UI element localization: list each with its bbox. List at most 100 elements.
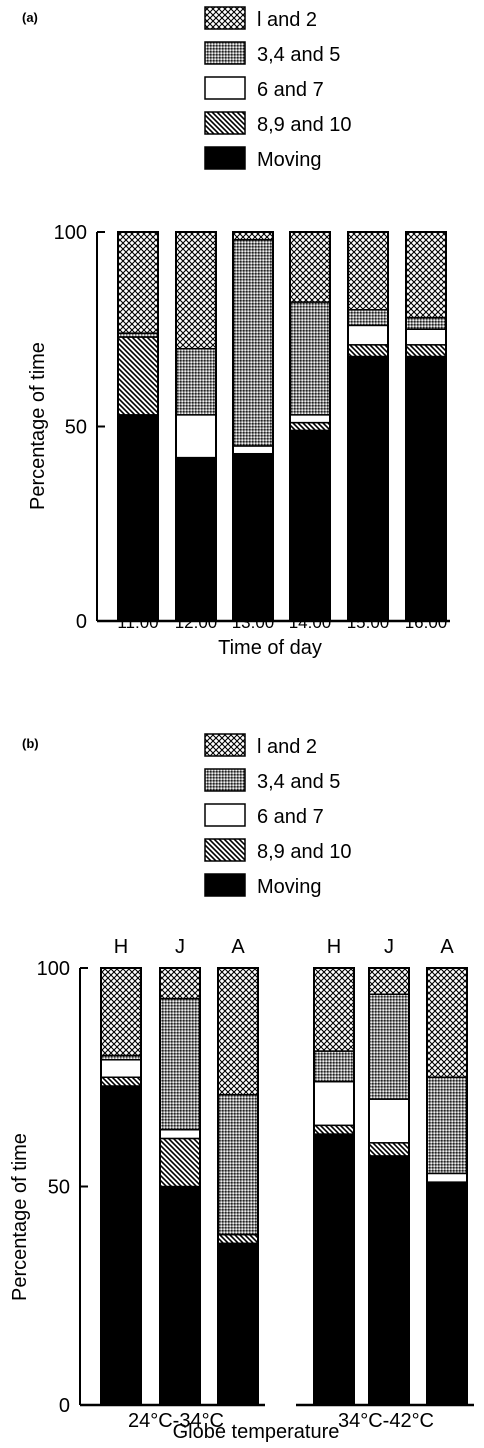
category-label-1: 12:00 bbox=[175, 613, 218, 632]
bar-5-segment-4 bbox=[426, 967, 468, 1078]
bar-2-segment-3 bbox=[232, 239, 274, 447]
bar-5-segment-2 bbox=[405, 328, 447, 346]
bar-3-segment-1 bbox=[313, 1124, 355, 1135]
bar-4-segment-2 bbox=[368, 1098, 410, 1144]
bar-2-segment-4 bbox=[217, 967, 259, 1096]
bar-1-segment-0 bbox=[175, 456, 217, 622]
chart-b-y-axis-label: Percentage of time bbox=[9, 1133, 31, 1301]
bar-1-segment-3 bbox=[175, 347, 217, 416]
category-label-3: H bbox=[327, 936, 341, 958]
legend-label-s345: 3,4 and 5 bbox=[257, 44, 340, 66]
bar-5-segment-2 bbox=[426, 1172, 468, 1183]
chart-a-y-axis-label: Percentage of time bbox=[27, 342, 49, 510]
legend-swatch-moving bbox=[204, 873, 246, 897]
bar-1-segment-0 bbox=[159, 1185, 201, 1406]
bar-5-segment-0 bbox=[405, 355, 447, 622]
panel-b-label: (b) bbox=[22, 736, 39, 751]
legend-swatch-s8910 bbox=[204, 111, 246, 135]
bar-1-segment-4 bbox=[159, 967, 201, 1000]
bar-2-segment-3 bbox=[217, 1093, 259, 1236]
category-label-2: A bbox=[231, 936, 245, 958]
legend-swatch-s345 bbox=[204, 768, 246, 792]
bar-4-segment-3 bbox=[347, 309, 389, 327]
bar-0-segment-4 bbox=[100, 967, 142, 1057]
bar-5-segment-4 bbox=[405, 231, 447, 319]
y-tick-label-100: 100 bbox=[54, 222, 87, 244]
category-label-0: 11:00 bbox=[117, 613, 158, 632]
legend-panel-b: l and 2 3,4 and 5 6 and 7 8,9 and 10 Moving bbox=[204, 733, 352, 898]
category-label-4: 15:00 bbox=[347, 613, 390, 632]
chart-a-x-axis-label: Time of day bbox=[218, 637, 322, 659]
legend-label-s8910: 8,9 and 10 bbox=[257, 841, 352, 863]
chart-panel-a: 0 50 100 11:00 12:00 13:00 14:00 15:00 16:00 bbox=[54, 222, 450, 633]
y-tick-label-50: 50 bbox=[48, 1177, 70, 1199]
y-tick-label-0: 0 bbox=[59, 1395, 70, 1417]
bar-5-segment-3 bbox=[405, 316, 447, 330]
bar-1-segment-4 bbox=[175, 231, 217, 350]
y-tick-label-50: 50 bbox=[65, 417, 87, 439]
bar-0-segment-2 bbox=[100, 1059, 142, 1079]
category-label-5: A bbox=[440, 936, 454, 958]
bar-3-segment-2 bbox=[289, 414, 331, 424]
bar-4-segment-0 bbox=[347, 355, 389, 622]
legend-label-s67: 6 and 7 bbox=[257, 806, 324, 828]
bar-4-segment-2 bbox=[347, 324, 389, 346]
bar-2-segment-4 bbox=[232, 231, 274, 241]
bar-4-segment-0 bbox=[368, 1155, 410, 1406]
bar-3-segment-1 bbox=[289, 421, 331, 432]
legend-swatch-s67 bbox=[204, 803, 246, 827]
legend-swatch-moving bbox=[204, 146, 246, 170]
bar-1-segment-3 bbox=[159, 997, 201, 1131]
category-label-2: 13:00 bbox=[232, 613, 275, 632]
bar-3-segment-0 bbox=[313, 1133, 355, 1406]
bar-0-segment-4 bbox=[117, 231, 159, 334]
legend-label-s345: 3,4 and 5 bbox=[257, 771, 340, 793]
y-tick-label-100: 100 bbox=[37, 958, 70, 980]
bar-5-segment-1 bbox=[405, 344, 447, 358]
bar-5-segment-3 bbox=[426, 1076, 468, 1175]
category-label-1: J bbox=[175, 936, 185, 958]
legend-label-s12: l and 2 bbox=[257, 9, 317, 31]
legend-swatch-s67 bbox=[204, 76, 246, 100]
bar-0-segment-0 bbox=[100, 1085, 142, 1406]
bar-5-segment-0 bbox=[426, 1181, 468, 1406]
bar-4-segment-4 bbox=[347, 231, 389, 311]
bar-3-segment-0 bbox=[289, 429, 331, 622]
bar-2-segment-2 bbox=[232, 445, 274, 455]
bar-2-segment-1 bbox=[217, 1233, 259, 1245]
legend-label-moving: Moving bbox=[257, 149, 321, 171]
chart-b-x-axis-label: Globe temperature bbox=[173, 1421, 340, 1443]
category-label-3: 14:00 bbox=[289, 613, 332, 632]
legend-swatch-s12 bbox=[204, 733, 246, 757]
bar-3-segment-3 bbox=[289, 301, 331, 416]
panel-a-label: (a) bbox=[22, 10, 38, 25]
bar-4-segment-4 bbox=[368, 967, 410, 995]
bar-0-segment-1 bbox=[100, 1076, 142, 1087]
category-label-4: J bbox=[384, 936, 394, 958]
category-label-0: H bbox=[114, 936, 128, 958]
bar-3-segment-4 bbox=[313, 967, 355, 1052]
group-label-1: 34°C-42°C bbox=[338, 1410, 434, 1432]
bar-4-segment-1 bbox=[368, 1142, 410, 1157]
bar-2-segment-0 bbox=[232, 452, 274, 622]
legend-swatch-s345 bbox=[204, 41, 246, 65]
y-tick-label-0: 0 bbox=[76, 611, 87, 633]
legend-panel-a: l and 2 3,4 and 5 6 and 7 8,9 and 10 Moving bbox=[204, 6, 352, 171]
bar-2-segment-0 bbox=[217, 1242, 259, 1406]
bar-3-segment-2 bbox=[313, 1080, 355, 1127]
legend-label-s8910: 8,9 and 10 bbox=[257, 114, 352, 136]
legend-label-s12: l and 2 bbox=[257, 736, 317, 758]
bar-0-segment-0 bbox=[117, 414, 159, 622]
bar-4-segment-1 bbox=[347, 344, 389, 358]
bar-1-segment-2 bbox=[175, 414, 217, 459]
bar-1-segment-1 bbox=[159, 1137, 201, 1188]
bar-1-segment-2 bbox=[159, 1128, 201, 1140]
legend-label-moving: Moving bbox=[257, 876, 321, 898]
category-label-5: 16:00 bbox=[405, 613, 448, 632]
chart-panel-b: 0 50 100 H J A H J A 24°C-34°C 34°C-42°C bbox=[37, 936, 474, 1432]
bar-3-segment-3 bbox=[313, 1050, 355, 1083]
bar-0-segment-1 bbox=[117, 336, 159, 416]
legend-swatch-s12 bbox=[204, 6, 246, 30]
bar-4-segment-3 bbox=[368, 993, 410, 1100]
